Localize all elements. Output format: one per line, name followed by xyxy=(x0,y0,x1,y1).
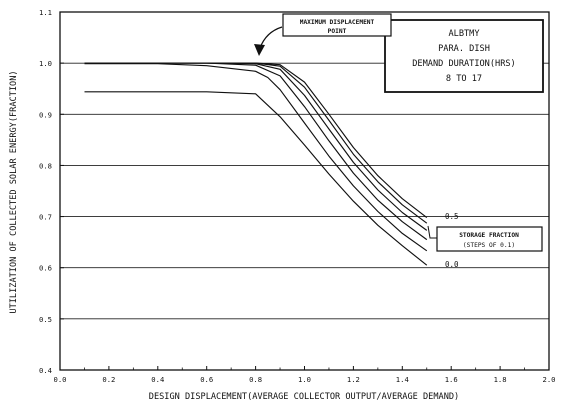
max-point-line-2: POINT xyxy=(328,28,347,35)
y-tick-label: 0.9 xyxy=(39,110,52,119)
bottom-curve-label: 0.0 xyxy=(445,260,459,269)
max-point-arrowhead xyxy=(254,44,265,56)
x-tick-label: 0.8 xyxy=(249,375,262,384)
x-tick-label: 1.2 xyxy=(347,375,360,384)
x-tick-label: 1.4 xyxy=(396,375,409,384)
series-line-5 xyxy=(84,62,428,219)
storage-annotation: STORAGE FRACTION (STEPS OF 0.1) xyxy=(427,225,543,252)
max-point-frame xyxy=(282,13,392,37)
x-tick-label: 1.8 xyxy=(494,375,507,384)
y-tick-label: 0.4 xyxy=(39,366,52,375)
x-tick-label: 0.0 xyxy=(54,375,67,384)
storage-line-2: (STEPS OF 0.1) xyxy=(463,242,515,249)
legend-line-1: ALBTMY xyxy=(448,29,480,39)
y-tick-label: 0.7 xyxy=(39,213,52,222)
legend-line-2: PARA. DISH xyxy=(438,44,490,54)
x-tick-label: 0.6 xyxy=(200,375,213,384)
data-series xyxy=(84,62,428,266)
top-curve-label: 0.5 xyxy=(445,212,459,221)
series-line-0 xyxy=(84,91,428,266)
x-tick-label: 1.0 xyxy=(298,375,311,384)
series-line-1 xyxy=(84,63,428,252)
y-tick-label: 1.1 xyxy=(39,8,52,17)
legend-box: ALBTMY PARA. DISH DEMAND DURATION(HRS) 8… xyxy=(384,19,544,93)
legend-frame xyxy=(384,19,544,93)
axis-ticks: 0.4 0.5 0.6 0.7 0.8 0.9 1.0 1.1 0.0 0.2 0.4 0.6 0.8 1… xyxy=(39,8,555,384)
y-axis-label: UTILIZATION OF COLLECTED SOLAR ENERGY(FR… xyxy=(9,70,19,313)
y-tick-label: 1.0 xyxy=(39,59,52,68)
storage-frame xyxy=(436,226,543,252)
max-point-annotation: MAXIMUM DISPLACEMENT POINT xyxy=(254,13,392,56)
y-tick-label: 0.6 xyxy=(39,264,52,273)
storage-line-1: STORAGE FRACTION xyxy=(459,232,519,239)
max-point-line-1: MAXIMUM DISPLACEMENT xyxy=(300,19,375,26)
x-axis-label: DESIGN DISPLACEMENT(AVERAGE COLLECTOR OU… xyxy=(149,392,459,402)
x-tick-label: 1.6 xyxy=(445,375,458,384)
legend-line-4: 8 TO 17 xyxy=(446,74,482,84)
x-tick-label: 2.0 xyxy=(543,375,556,384)
y-tick-label: 0.5 xyxy=(39,315,52,324)
y-tick-label: 0.8 xyxy=(39,161,52,170)
legend-line-3: DEMAND DURATION(HRS) xyxy=(412,59,515,69)
x-tick-label: 0.4 xyxy=(151,375,164,384)
storage-pointer xyxy=(427,225,437,239)
x-tick-label: 0.2 xyxy=(102,375,115,384)
